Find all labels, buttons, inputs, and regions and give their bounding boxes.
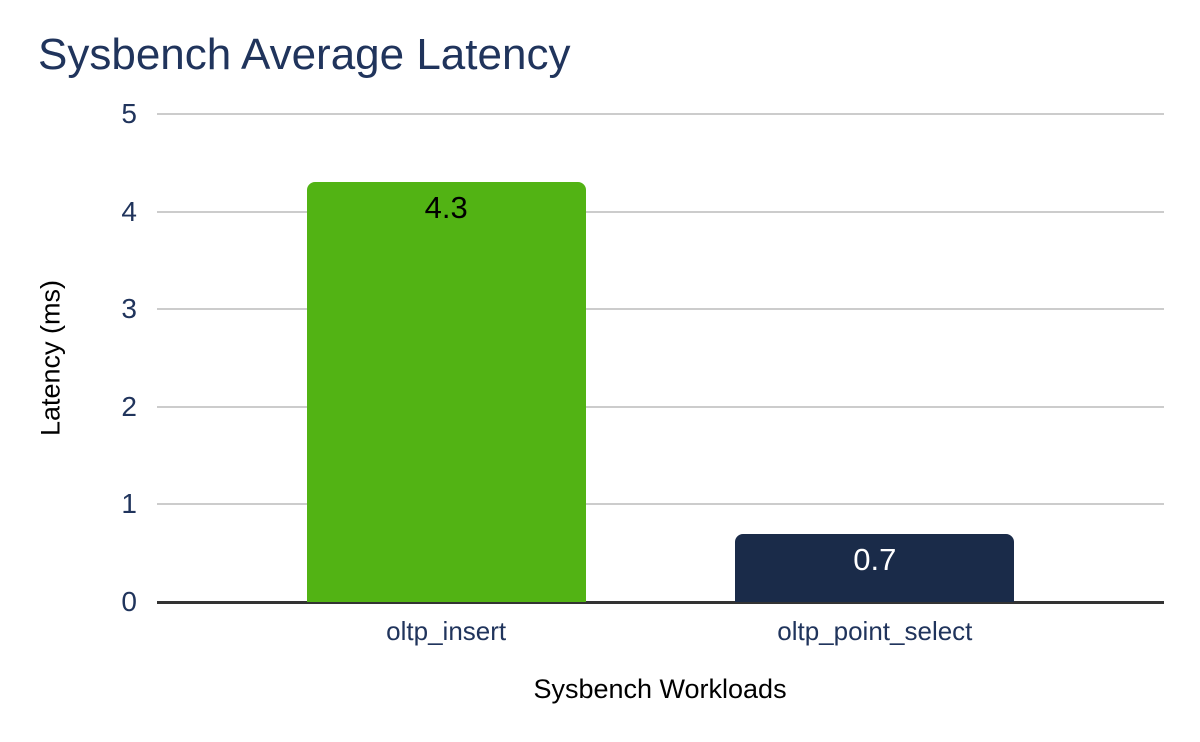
y-tick-label: 0 <box>121 586 137 617</box>
y-tick-label: 3 <box>121 293 137 325</box>
y-tick-label: 2 <box>121 390 137 422</box>
bar-value-label: 4.3 <box>424 190 468 226</box>
chart-title: Sysbench Average Latency <box>38 30 571 79</box>
gridline <box>157 210 1164 213</box>
gridline <box>157 308 1164 311</box>
y-tick-label: 4 <box>121 195 137 227</box>
x-axis-category-labels: oltp_insert oltp_point_select <box>157 616 1164 650</box>
plot-area: 4.3 0.7 <box>157 113 1164 604</box>
bar-oltp_insert[interactable]: 4.3 <box>306 182 586 602</box>
y-tick-label: 5 <box>121 98 137 129</box>
category-label-oltp_insert: oltp_insert <box>386 616 507 646</box>
bar-value-label: 0.7 <box>853 541 897 577</box>
y-tick-label: 1 <box>121 488 137 520</box>
gridline <box>157 503 1164 506</box>
bar-oltp_point_select[interactable]: 0.7 <box>735 533 1015 602</box>
gridline <box>157 405 1164 408</box>
x-axis-baseline <box>157 601 1164 604</box>
y-axis-tick-labels: 0 1 2 3 4 5 <box>0 98 137 617</box>
gridline <box>157 113 1164 115</box>
x-axis-title: Sysbench Workloads <box>533 674 787 704</box>
category-label-oltp_point_select: oltp_point_select <box>777 616 973 646</box>
